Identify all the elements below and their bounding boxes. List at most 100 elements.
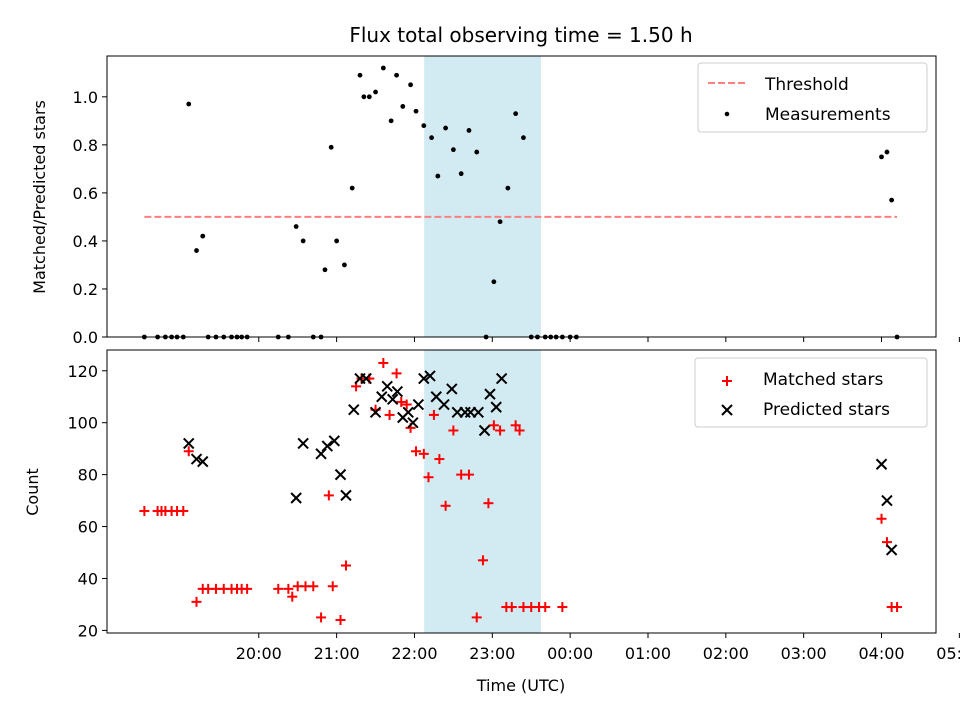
predicted-point	[446, 383, 458, 395]
xtick-label: 22:00	[391, 644, 437, 663]
matched-point	[178, 505, 189, 516]
panel-ratio-span	[424, 56, 541, 337]
panel-count-marks	[139, 357, 903, 626]
measurement-point	[357, 72, 363, 78]
measurement-point	[466, 128, 472, 133]
matched-point	[242, 583, 253, 594]
panel-ratio-legend: Threshold Measurements	[697, 62, 928, 133]
measurement-point	[450, 147, 456, 153]
predicted-point	[381, 380, 393, 393]
predicted-point	[321, 440, 333, 452]
ytick-label: 100	[67, 414, 98, 433]
measurement-point	[497, 219, 503, 225]
predicted-point	[438, 398, 450, 411]
panel-count-frame	[106, 349, 937, 634]
ytick-label: 120	[67, 362, 98, 381]
matched-point	[287, 591, 298, 602]
matched-point	[448, 425, 459, 436]
panel-ratio: 0.0 0.2 0.4 0.6 0.8 1.0 Matched/Predicted sta…	[30, 55, 960, 347]
xtick-label: 02:00	[703, 644, 749, 663]
panel-ratio-xticks	[258, 337, 960, 342]
measurement-point	[505, 185, 511, 191]
predicted-point	[360, 372, 372, 385]
xtick-label: 01:00	[625, 644, 671, 663]
measurement-point	[388, 118, 394, 124]
matched-point	[396, 396, 407, 407]
measurement-point	[349, 185, 355, 191]
predicted-point	[348, 404, 360, 416]
predicted-point	[386, 393, 399, 406]
panel-count-span	[424, 350, 541, 633]
legend-frame	[694, 357, 928, 428]
matched-point	[423, 472, 434, 483]
measurement-point	[186, 101, 192, 107]
matched-point	[384, 409, 395, 420]
matched-point	[876, 513, 887, 524]
predicted-point	[472, 406, 485, 419]
measurement-point	[194, 248, 199, 253]
predicted-point	[328, 435, 341, 447]
legend-frame	[697, 62, 928, 133]
matched-point	[335, 615, 346, 626]
predicted-point	[885, 544, 898, 556]
matched-point	[183, 446, 194, 457]
matched-point	[327, 581, 338, 592]
legend-measurements-swatch	[724, 111, 730, 117]
panel-ratio-frame	[106, 55, 937, 338]
ytick-label: 20	[78, 621, 98, 640]
ytick-label: 0.4	[73, 232, 98, 251]
measurement-point	[394, 72, 399, 78]
measurement-point	[884, 149, 890, 155]
measurement-point	[879, 154, 884, 160]
xtick-label: 05:00	[936, 644, 960, 663]
ytick-label: 0.2	[73, 280, 98, 299]
panel-ratio-ylabel: Matched/Predicted stars	[30, 100, 49, 294]
ytick-label: 0.8	[73, 136, 98, 155]
panel-count-xlabel: Time (UTC)	[476, 676, 565, 695]
xtick-label: 03:00	[781, 644, 827, 663]
panel-count: 20 40 60 80 100 120 20:00 21:00 22:00 23:00 00:00…	[23, 349, 960, 695]
matched-point	[434, 454, 445, 465]
measurement-point	[373, 89, 378, 95]
measurement-point	[513, 111, 519, 117]
predicted-point	[340, 489, 352, 502]
legend-matched-label: Matched stars	[763, 370, 883, 390]
measurement-point	[400, 104, 406, 109]
matched-point	[506, 602, 517, 613]
xtick-label: 00:00	[547, 644, 593, 663]
legend-threshold-label: Threshold	[764, 75, 849, 95]
ytick-label: 40	[78, 569, 98, 588]
predicted-point	[875, 458, 888, 470]
predicted-point	[424, 370, 436, 382]
measurement-point	[361, 94, 367, 100]
xtick-label: 04:00	[858, 644, 904, 663]
measurement-point	[429, 135, 434, 141]
measurement-point	[300, 238, 306, 244]
xtick-label: 20:00	[236, 644, 282, 663]
matched-point	[477, 555, 488, 566]
matched-point	[283, 583, 294, 594]
ytick-label: 1.0	[73, 88, 98, 107]
measurement-point	[413, 108, 419, 114]
matched-point	[316, 612, 327, 623]
matched-point	[378, 357, 389, 368]
panel-ratio-marks	[141, 65, 900, 340]
predicted-point	[490, 401, 502, 413]
matched-point	[488, 420, 499, 431]
matched-point	[323, 490, 334, 501]
predicted-point	[315, 448, 327, 460]
measurement-point	[889, 197, 895, 203]
xtick-label: 21:00	[314, 644, 360, 663]
measurement-point	[435, 173, 441, 179]
measurement-point	[293, 224, 299, 229]
matched-point	[401, 399, 412, 410]
predicted-point	[484, 388, 496, 400]
panel-count-yticks: 20 40 60 80 100 120	[67, 362, 107, 640]
predicted-point	[376, 391, 388, 403]
panel-ratio-yticks: 0.0 0.2 0.4 0.6 0.8 1.0	[73, 88, 107, 347]
matched-point	[510, 420, 521, 431]
predicted-point	[369, 406, 382, 419]
ytick-label: 80	[78, 466, 98, 485]
measurement-point	[322, 267, 328, 273]
predicted-point	[197, 455, 209, 468]
